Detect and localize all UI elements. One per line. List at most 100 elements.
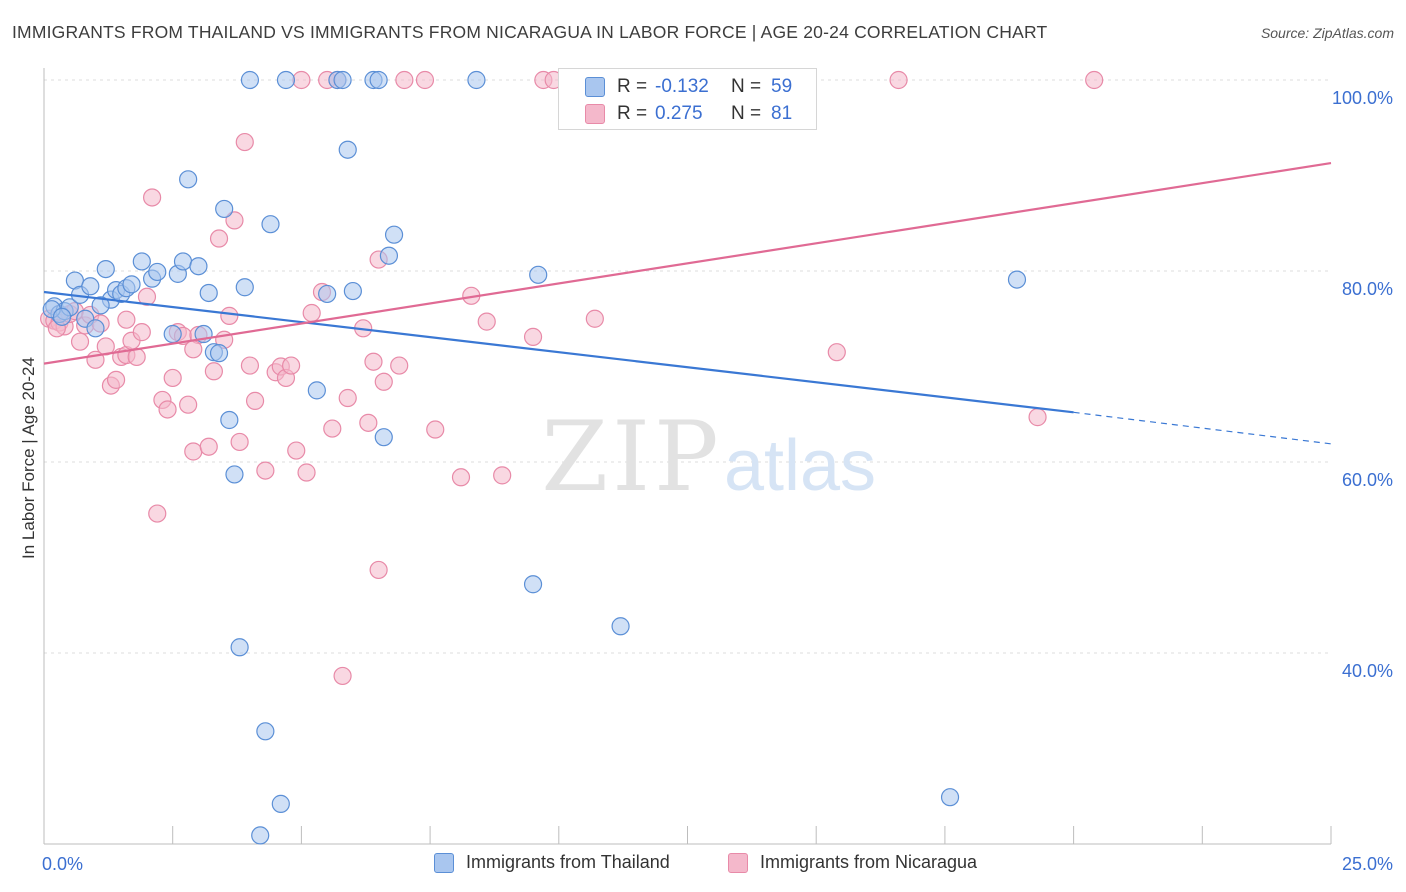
data-point-thailand: [189, 257, 208, 276]
r-value-thailand: -0.132: [655, 76, 709, 97]
data-point-thailand: [235, 278, 254, 297]
data-point-nicaragua: [364, 352, 383, 371]
data-point-nicaragua: [158, 400, 177, 419]
data-point-nicaragua: [359, 413, 378, 432]
data-point-nicaragua: [235, 132, 254, 152]
data-point-nicaragua: [225, 211, 244, 230]
data-point-thailand: [209, 344, 229, 363]
data-point-thailand: [940, 788, 960, 807]
r-value-nicaragua: 0.275: [655, 103, 703, 124]
data-point-thailand: [379, 246, 399, 265]
x-tick-label: 0.0%: [42, 854, 83, 874]
y-tick-label: 100.0%: [1332, 88, 1393, 108]
data-point-nicaragua: [240, 356, 260, 375]
legend-swatch-nicaragua: [728, 852, 748, 873]
data-point-nicaragua: [297, 463, 316, 482]
chart-title: IMMIGRANTS FROM THAILAND VS IMMIGRANTS F…: [12, 22, 1048, 42]
data-point-thailand: [261, 215, 280, 234]
data-point-nicaragua: [179, 395, 198, 414]
data-point-nicaragua: [523, 327, 543, 346]
data-point-thailand: [199, 283, 218, 303]
y-tick-label: 60.0%: [1342, 470, 1393, 490]
source-credit: Source: ZipAtlas.com: [1260, 25, 1394, 41]
y-tick-label: 80.0%: [1342, 279, 1393, 299]
data-point-nicaragua: [374, 372, 393, 391]
data-point-nicaragua: [889, 70, 908, 90]
series-thailand-points: [42, 70, 1027, 845]
data-point-nicaragua: [199, 437, 218, 456]
data-point-nicaragua: [287, 441, 306, 460]
watermark: ZIP atlas: [541, 401, 876, 513]
data-point-nicaragua: [585, 309, 604, 328]
data-point-nicaragua: [184, 442, 203, 461]
data-point-nicaragua: [70, 332, 90, 351]
data-point-thailand: [220, 410, 239, 430]
data-point-nicaragua: [827, 343, 846, 362]
data-point-nicaragua: [220, 306, 239, 325]
watermark-atlas: atlas: [724, 426, 876, 506]
data-point-nicaragua: [302, 303, 321, 323]
data-point-thailand: [52, 307, 72, 326]
data-point-nicaragua: [245, 391, 265, 410]
data-point-nicaragua: [395, 70, 414, 90]
data-point-nicaragua: [117, 310, 136, 329]
data-point-thailand: [467, 70, 486, 90]
legend-item-nicaragua: Immigrants from Nicaragua: [728, 852, 977, 873]
correlation-legend: R = -0.132 N = 59 R = 0.275 N = 81: [558, 68, 817, 130]
r-label: R =: [617, 103, 648, 124]
data-point-nicaragua: [184, 340, 203, 359]
data-point-nicaragua: [390, 356, 409, 375]
data-point-thailand: [343, 281, 362, 301]
trend-line-thailand: [43, 290, 1074, 414]
data-point-nicaragua: [333, 666, 352, 686]
data-point-thailand: [256, 722, 275, 741]
data-point-thailand: [148, 262, 167, 282]
data-point-thailand: [276, 70, 296, 90]
data-point-nicaragua: [451, 468, 471, 487]
trend-line-thailand-extension: [1073, 411, 1332, 445]
series-nicaragua-points: [40, 70, 1104, 686]
trend-line-nicaragua: [43, 161, 1332, 365]
n-label: N =: [731, 103, 762, 124]
r-label: R =: [617, 76, 648, 97]
data-point-thailand: [163, 324, 182, 344]
data-point-nicaragua: [230, 432, 249, 452]
data-point-nicaragua: [369, 560, 388, 580]
legend-label-thailand: Immigrants from Thailand: [466, 852, 670, 872]
data-point-thailand: [529, 265, 548, 284]
data-point-nicaragua: [204, 362, 223, 381]
tick-labels: 40.0% 60.0% 80.0% 100.0% 0.0% 25.0%: [42, 88, 1393, 874]
data-point-nicaragua: [137, 287, 157, 306]
legend-swatch-nicaragua: [585, 104, 605, 124]
y-axis-label: In Labor Force | Age 20-24: [19, 357, 38, 559]
series-legend: Immigrants from Thailand Immigrants from…: [0, 852, 1406, 878]
data-point-thailand: [225, 465, 244, 484]
data-point-thailand: [333, 70, 352, 90]
n-label: N =: [731, 76, 762, 97]
data-point-thailand: [271, 794, 290, 813]
legend-item-thailand: Immigrants from Thailand: [434, 852, 670, 873]
data-point-thailand: [307, 381, 326, 400]
data-point-thailand: [173, 252, 193, 271]
n-value-nicaragua: 81: [771, 103, 793, 124]
n-value-thailand: 59: [771, 76, 793, 97]
data-point-nicaragua: [338, 388, 357, 408]
data-point-nicaragua: [323, 419, 342, 438]
data-point-nicaragua: [163, 368, 182, 388]
data-point-nicaragua: [106, 370, 126, 389]
x-tick-label: 25.0%: [1342, 854, 1393, 874]
trend-lines: [43, 161, 1332, 445]
data-point-nicaragua: [143, 188, 162, 207]
data-point-nicaragua: [1028, 408, 1047, 427]
data-point-thailand: [611, 617, 630, 636]
watermark-zip: ZIP: [541, 401, 722, 513]
gridlines: [44, 79, 1331, 654]
data-point-nicaragua: [477, 312, 496, 331]
legend-label-nicaragua: Immigrants from Nicaragua: [760, 852, 978, 872]
data-point-thailand: [1007, 270, 1027, 289]
data-point-thailand: [374, 428, 393, 447]
data-point-thailand: [91, 296, 110, 315]
data-point-nicaragua: [209, 229, 229, 248]
legend-swatch-thailand: [585, 77, 605, 97]
data-point-nicaragua: [426, 420, 445, 439]
